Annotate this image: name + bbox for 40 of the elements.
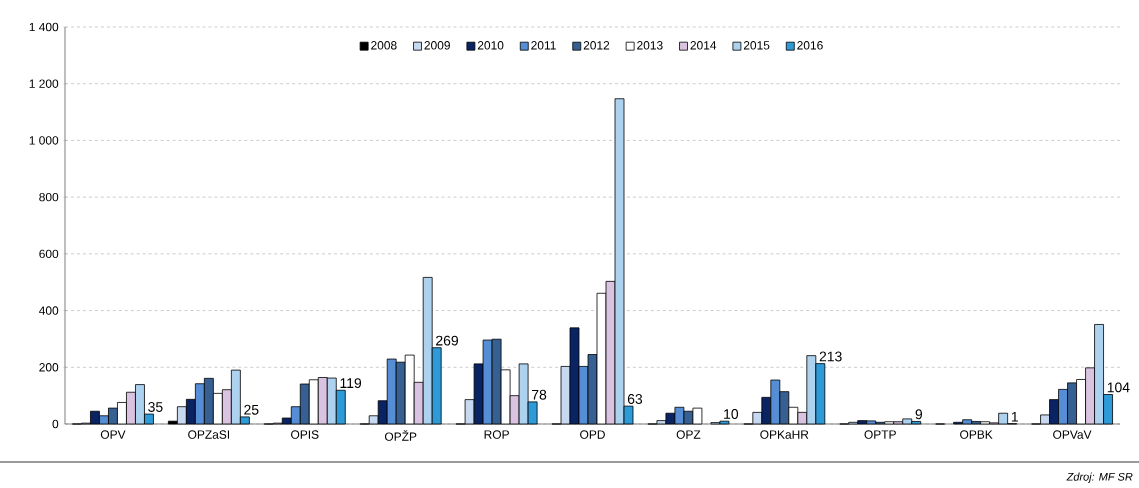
y-tick-label: 800 (39, 192, 59, 202)
text: Zdroj: MF SR (1066, 472, 1133, 483)
x-tick-label: OPBK (960, 430, 993, 439)
legend-label: 2009 (424, 41, 450, 50)
data-label: 78 (532, 389, 547, 400)
legend-label: 2010 (477, 41, 504, 50)
x-tick-label: OPVaV (1053, 430, 1092, 439)
x-tick-label: ROP (484, 430, 509, 439)
data-label: 269 (436, 335, 458, 346)
data-label: 1 (1011, 411, 1018, 422)
legend-label: 2008 (371, 41, 397, 50)
y-tick-label: 1 000 (29, 136, 59, 145)
data-label: 35 (148, 401, 163, 412)
legend-label: 2012 (583, 41, 610, 50)
data-label: 104 (1107, 382, 1130, 393)
x-tick-label: OPZaSI (188, 430, 230, 439)
y-tick-label: 1 400 (29, 22, 59, 32)
legend-label: 2015 (743, 41, 770, 50)
data-label: 63 (627, 394, 643, 404)
legend-label: 2014 (690, 41, 717, 50)
data-label: 213 (819, 351, 842, 362)
y-tick-label: 200 (39, 363, 59, 372)
y-tick-label: 0 (52, 419, 59, 429)
y-tick-label: 1 200 (29, 79, 59, 88)
x-tick-label: OPV (100, 430, 126, 439)
x-tick-label: OPŽP (384, 430, 417, 441)
legend-label: 2013 (637, 41, 663, 50)
x-tick-label: OPIS (291, 430, 319, 439)
x-tick-label: OPZ (676, 430, 701, 439)
x-tick-label: OPKaHR (760, 430, 809, 439)
legend-label: 2011 (531, 41, 556, 50)
y-tick-label: 400 (39, 306, 59, 315)
x-tick-label: OPTP (864, 430, 896, 439)
data-label: 119 (340, 378, 362, 389)
y-tick-label: 600 (39, 249, 59, 259)
legend-label: 2016 (797, 41, 823, 50)
data-label: 25 (244, 404, 259, 415)
x-tick-label: OPD (580, 430, 605, 439)
data-label: 9 (915, 409, 923, 420)
data-label: 10 (724, 409, 739, 419)
